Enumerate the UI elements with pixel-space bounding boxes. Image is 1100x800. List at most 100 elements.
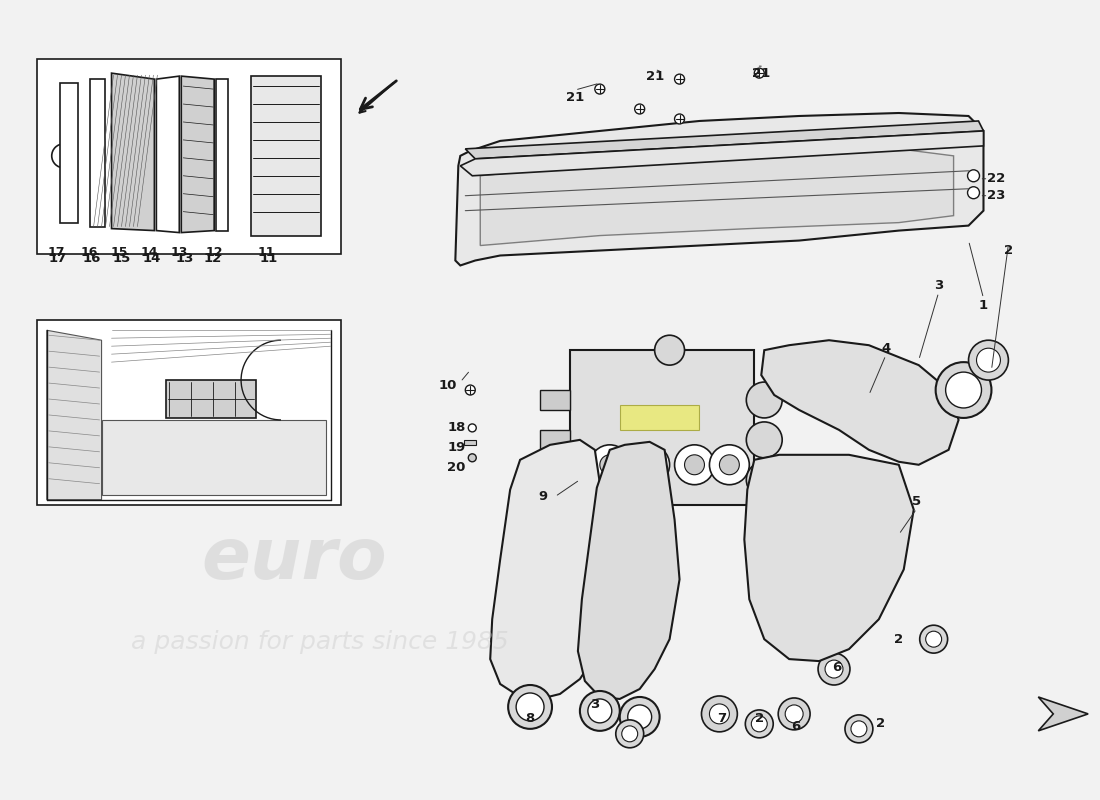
Circle shape <box>616 720 644 748</box>
Text: 13: 13 <box>170 246 188 258</box>
Circle shape <box>710 704 729 724</box>
Text: 17: 17 <box>48 246 66 258</box>
Text: 3: 3 <box>934 279 944 292</box>
Circle shape <box>785 705 803 723</box>
Text: 9: 9 <box>539 490 548 503</box>
Circle shape <box>746 710 773 738</box>
Circle shape <box>640 455 660 474</box>
Text: 21: 21 <box>752 66 770 80</box>
Text: 14: 14 <box>142 252 161 265</box>
Circle shape <box>621 726 638 742</box>
Circle shape <box>654 335 684 365</box>
Polygon shape <box>455 113 983 266</box>
Text: 15: 15 <box>112 252 131 265</box>
Bar <box>36 320 341 505</box>
Bar <box>464 440 476 445</box>
Text: 6: 6 <box>792 720 801 734</box>
Text: 16: 16 <box>81 246 98 258</box>
Circle shape <box>580 691 619 731</box>
Text: 20: 20 <box>447 462 465 474</box>
Polygon shape <box>111 73 154 230</box>
Text: 10: 10 <box>438 378 456 391</box>
Text: 19: 19 <box>448 442 465 454</box>
Text: 4: 4 <box>881 342 891 354</box>
Circle shape <box>590 445 629 485</box>
Text: 22: 22 <box>988 172 1005 186</box>
Polygon shape <box>465 121 983 159</box>
Text: 11: 11 <box>260 252 278 265</box>
Bar <box>89 79 104 226</box>
Polygon shape <box>47 330 101 500</box>
Circle shape <box>674 445 714 485</box>
Polygon shape <box>745 455 914 661</box>
Circle shape <box>926 631 942 647</box>
Bar <box>540 390 570 410</box>
Text: 15: 15 <box>111 246 129 258</box>
Circle shape <box>746 462 782 498</box>
Text: 21: 21 <box>565 90 584 103</box>
Polygon shape <box>182 76 214 233</box>
Circle shape <box>508 685 552 729</box>
Text: 13: 13 <box>175 252 194 265</box>
Text: 16: 16 <box>82 252 101 265</box>
Text: 2: 2 <box>755 712 763 726</box>
Circle shape <box>825 660 843 678</box>
Text: 2: 2 <box>1004 244 1013 257</box>
Circle shape <box>635 104 645 114</box>
Text: 2: 2 <box>894 633 903 646</box>
Text: 8: 8 <box>526 712 535 726</box>
Circle shape <box>516 693 544 721</box>
Circle shape <box>751 716 767 732</box>
Bar <box>101 420 326 494</box>
Bar <box>251 76 321 235</box>
Circle shape <box>710 445 749 485</box>
Text: 7: 7 <box>717 712 726 726</box>
Bar <box>619 405 700 430</box>
Circle shape <box>968 340 1009 380</box>
Circle shape <box>628 705 651 729</box>
Text: 5: 5 <box>912 495 922 508</box>
Circle shape <box>977 348 1000 372</box>
Circle shape <box>595 84 605 94</box>
Circle shape <box>755 68 764 78</box>
Text: 2: 2 <box>877 718 886 730</box>
Bar <box>36 59 341 254</box>
Circle shape <box>52 144 76 168</box>
Polygon shape <box>481 149 954 246</box>
Text: 11: 11 <box>257 246 275 258</box>
Circle shape <box>920 626 947 653</box>
Polygon shape <box>578 442 680 699</box>
Bar <box>166 380 256 418</box>
Bar <box>540 430 570 450</box>
Circle shape <box>702 696 737 732</box>
Text: 12: 12 <box>206 246 223 258</box>
Text: 12: 12 <box>204 252 222 265</box>
Text: 1: 1 <box>979 299 988 312</box>
Polygon shape <box>156 76 179 233</box>
Circle shape <box>719 455 739 474</box>
Circle shape <box>946 372 981 408</box>
Circle shape <box>746 422 782 458</box>
Text: 18: 18 <box>447 422 465 434</box>
Circle shape <box>465 385 475 395</box>
Circle shape <box>851 721 867 737</box>
Polygon shape <box>1038 697 1088 731</box>
Text: 17: 17 <box>48 252 67 265</box>
Circle shape <box>469 424 476 432</box>
Polygon shape <box>460 131 983 176</box>
Polygon shape <box>491 440 615 699</box>
Circle shape <box>818 653 850 685</box>
Circle shape <box>629 445 670 485</box>
Circle shape <box>845 715 873 743</box>
Circle shape <box>778 698 810 730</box>
Text: euro: euro <box>201 526 387 594</box>
Circle shape <box>968 186 979 198</box>
Text: 23: 23 <box>988 190 1005 202</box>
Bar <box>217 79 228 230</box>
Circle shape <box>469 454 476 462</box>
Text: 14: 14 <box>141 246 158 258</box>
Circle shape <box>936 362 991 418</box>
Text: a passion for parts since 1985: a passion for parts since 1985 <box>132 630 509 654</box>
Bar <box>570 350 755 505</box>
Circle shape <box>968 170 979 182</box>
